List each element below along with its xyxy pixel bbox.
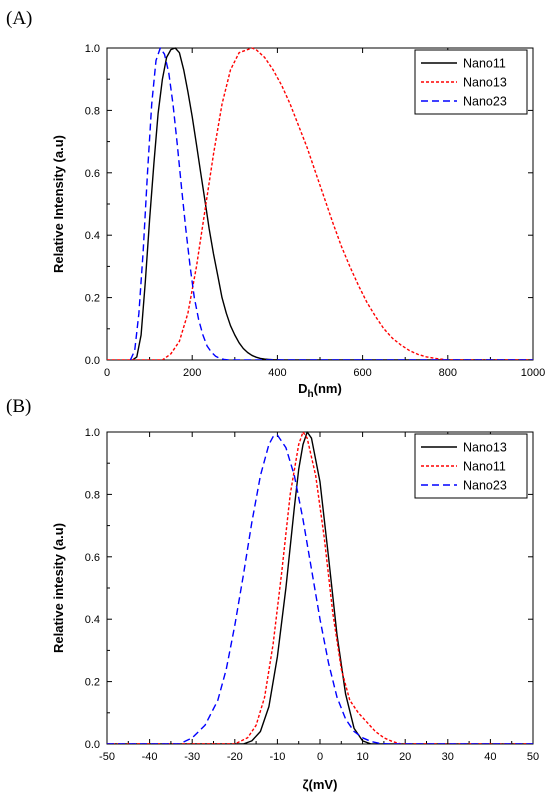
- legend-entry: Nano13: [463, 76, 507, 90]
- y-tick-label: 0.0: [85, 739, 100, 751]
- y-axis-title: Relative intesity (a.u): [51, 523, 66, 653]
- y-tick-label: 0.0: [85, 355, 100, 367]
- y-tick-label: 0.8: [85, 105, 100, 117]
- y-tick-label: 0.4: [85, 614, 100, 626]
- chart-panel-b: (B) -50 -40 -30 -20 -10 0 10 20 30 40 50 0.0 0.2 0.4 0.…: [6, 396, 539, 792]
- panel-label: (B): [6, 396, 31, 417]
- y-tick-label: 0.2: [85, 293, 100, 305]
- x-tick-label: -50: [99, 751, 115, 763]
- x-tick-label: 10: [356, 751, 368, 763]
- x-axis-title: Dh(nm): [298, 381, 342, 400]
- x-tick-label: 50: [527, 751, 539, 763]
- y-axis-title: Relative Intensity (a.u): [51, 135, 66, 273]
- y-tick-label: 0.6: [85, 552, 100, 564]
- x-axis-title-unit: (nm): [314, 381, 342, 396]
- series-line-nano13: [107, 431, 533, 744]
- x-tick-label: 0: [317, 751, 323, 763]
- x-axis-title-subscript: h: [308, 389, 314, 400]
- x-tick-label: 20: [399, 751, 411, 763]
- legend-entry: Nano13: [463, 441, 507, 455]
- y-tick-label: 1.0: [85, 427, 100, 439]
- legend-entry: Nano11: [463, 57, 506, 71]
- series-line-nano23: [129, 47, 533, 360]
- series-line-nano11: [132, 47, 533, 360]
- legend-entry: Nano23: [463, 479, 507, 493]
- x-tick-label: 40: [484, 751, 496, 763]
- panel-label: (A): [6, 8, 32, 29]
- x-tick-label: 600: [353, 367, 371, 379]
- legend-entry: Nano23: [463, 95, 507, 109]
- x-tick-label: 0: [104, 367, 110, 379]
- x-tick-label: -10: [269, 751, 285, 763]
- x-axis-title-symbol: D: [298, 381, 307, 396]
- series-line-nano11: [107, 431, 533, 744]
- y-tick-label: 0.2: [85, 677, 100, 689]
- y-tick-label: 1.0: [85, 43, 100, 55]
- x-axis-title-symbol: ζ: [303, 777, 309, 792]
- y-tick-label: 0.4: [85, 230, 100, 242]
- series-line-nano23: [107, 434, 533, 744]
- y-tick-label: 0.6: [85, 168, 100, 180]
- x-tick-label: 400: [268, 367, 286, 379]
- legend: Nano13 Nano11 Nano23: [414, 433, 528, 499]
- x-tick-label: -40: [142, 751, 158, 763]
- x-tick-label: 1000: [521, 367, 545, 379]
- chart-panel-a: (A) 0 200 400 600 800 1000 0.0 0.2 0.4 0.6 0.8 1.0 Na…: [6, 8, 545, 400]
- y-tick-label: 0.8: [85, 489, 100, 501]
- x-tick-label: 30: [442, 751, 454, 763]
- x-tick-label: -30: [184, 751, 200, 763]
- x-tick-label: -20: [227, 751, 243, 763]
- x-tick-label: 200: [183, 367, 201, 379]
- x-axis-title: ζ(mV): [303, 777, 338, 792]
- x-tick-label: 800: [439, 367, 457, 379]
- legend: Nano11 Nano13 Nano23: [414, 49, 528, 115]
- series-line-nano13: [107, 47, 533, 360]
- legend-entry: Nano11: [463, 460, 506, 474]
- x-axis-title-unit: (mV): [309, 777, 338, 792]
